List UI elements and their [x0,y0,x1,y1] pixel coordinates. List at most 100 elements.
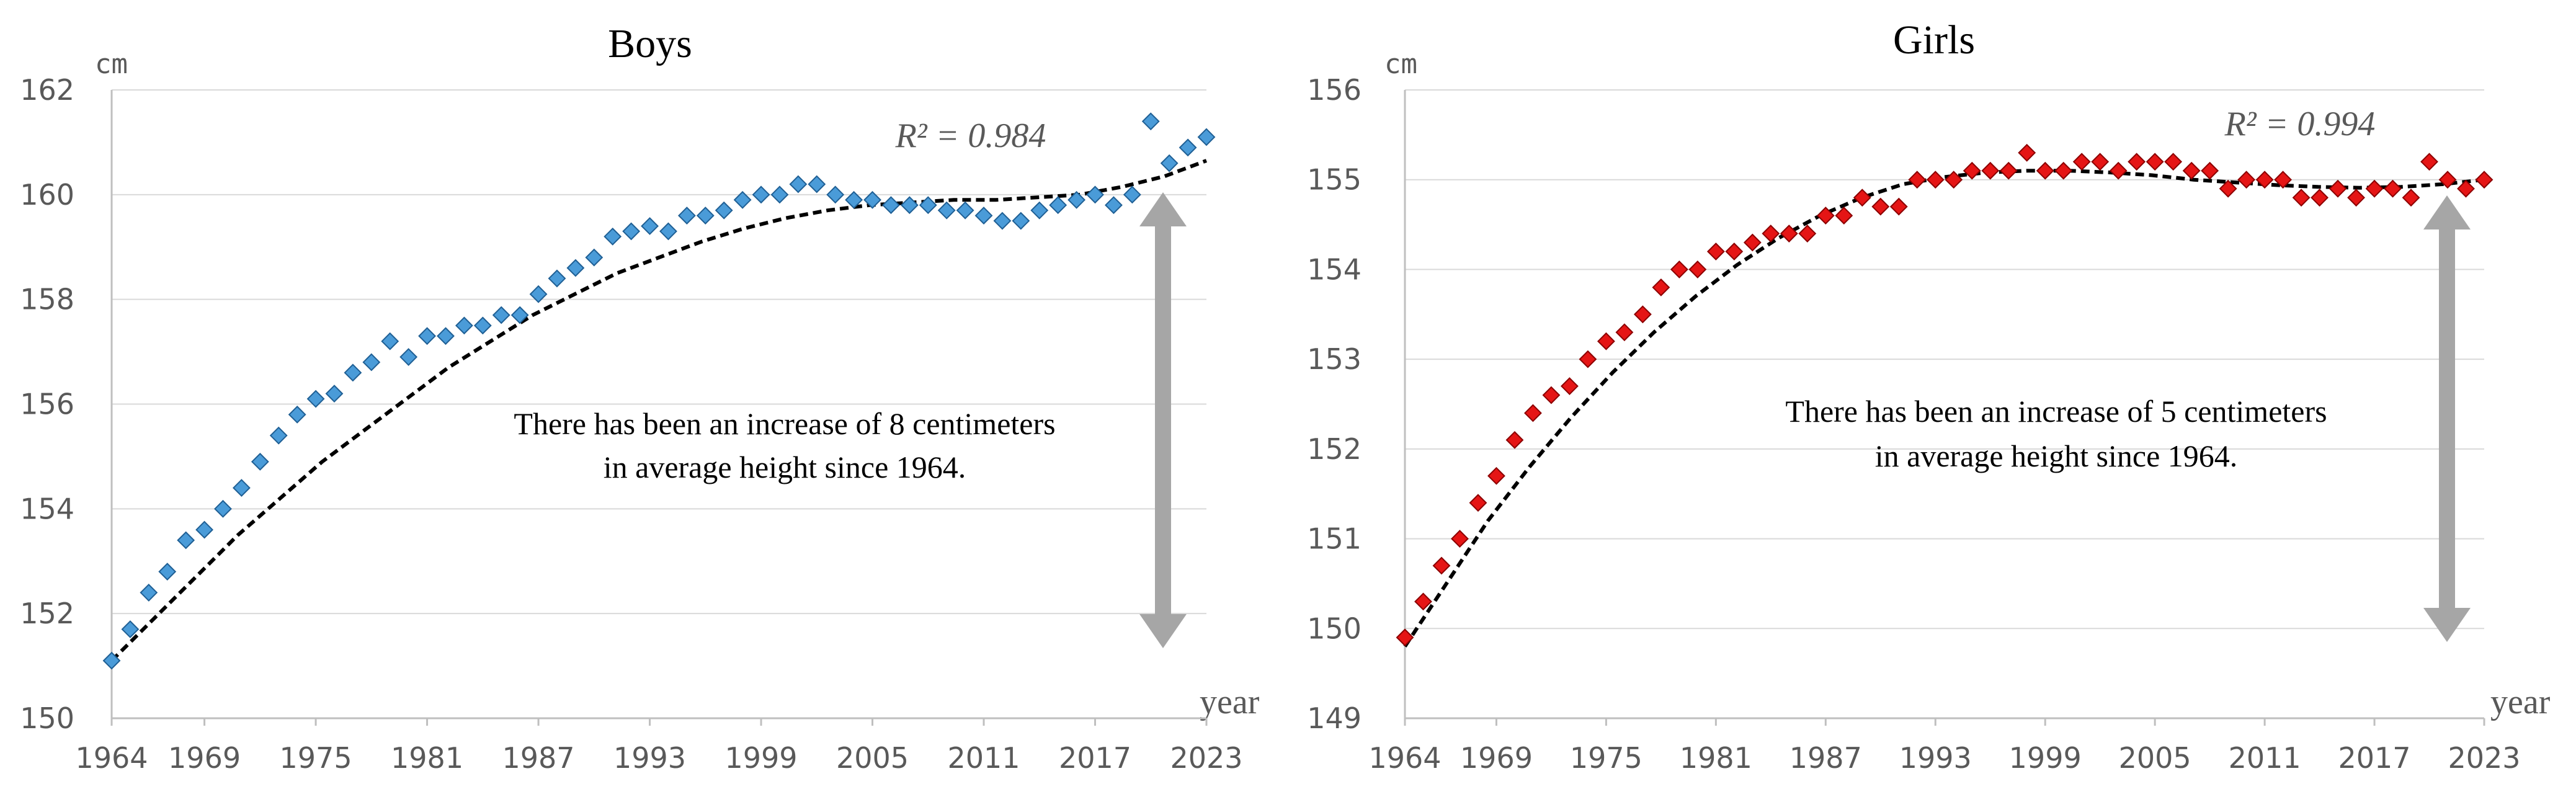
girls-data-point [2384,179,2402,198]
boys-data-point [269,426,288,445]
girls-data-point [2072,153,2091,171]
girls-chart-title: Girls [1893,17,1975,63]
boys-data-point [102,651,121,670]
girls-x-tick-label: 1993 [1899,741,1972,775]
girls-data-point [1706,243,1725,261]
boys-data-point [195,520,213,539]
girls-data-point [2347,189,2365,207]
girls-x-tick-label: 2023 [2448,741,2520,775]
boys-x-tick-label: 2005 [836,741,909,775]
boys-data-point [585,248,604,267]
boys-x-tick-label: 1981 [391,741,463,775]
boys-x-tick-label: 1969 [168,741,241,775]
boys-data-point [1030,201,1049,220]
boys-y-tick-label: 154 [20,492,74,525]
girls-trend-curve [1403,169,2485,648]
girls-x-tick-labels: 1964 1969 1975 1981 1987 1993 1999 2005 2011 2017… [1368,718,2521,775]
girls-data-point [1963,161,1981,180]
girls-data-point [1908,171,1927,189]
girls-x-tick-label: 2017 [2338,741,2411,775]
boys-y-tick-label: 156 [20,388,74,421]
girls-y-tick-label: 151 [1307,522,1362,556]
boys-data-point [455,316,473,335]
boys-data-point [306,390,325,408]
boys-gridlines [110,89,1206,720]
girls-data-point [1871,197,1890,216]
boys-x-tick-labels: 1964 1969 1975 1981 1987 1993 1999 2005 2011 2017… [75,718,1243,775]
boys-data-point [1197,128,1216,146]
girls-data-point [2091,153,2110,171]
boys-x-tick-label: 2011 [947,741,1020,775]
boys-data-point [919,196,937,215]
girls-data-point [1524,404,1542,422]
girls-data-point [1816,207,1835,225]
girls-arrow-shape [2423,195,2471,642]
girls-data-point [2274,171,2293,189]
girls-data-point [2311,189,2329,207]
girls-data-point [2219,179,2237,198]
boys-data-point [1012,212,1030,230]
boys-x-unit: year [1200,683,1260,721]
boys-data-point [696,207,715,225]
girls-data-point [2329,179,2347,198]
girls-increase-arrow [2423,195,2471,642]
girls-data-point [1981,161,2000,180]
girls-x-tick-label: 1964 [1368,741,1441,775]
boys-data-point [492,306,510,324]
boys-data-point [863,190,881,209]
boys-y-unit: cm [95,48,128,80]
girls-data-points [1396,143,2494,647]
boys-data-point [1141,112,1160,131]
boys-data-point [604,227,622,246]
boys-annotation-line-1: There has been an increase of 8 centimet… [514,406,1055,441]
boys-data-point [251,452,269,471]
boys-y-tick-label: 160 [20,178,74,212]
girls-gridlines [1404,89,2484,720]
boys-data-point [418,327,436,345]
boys-data-point [733,190,752,209]
girls-y-tick-label: 149 [1307,702,1362,735]
girls-y-tick-label: 154 [1307,252,1362,286]
boys-y-tick-label: 150 [20,702,74,735]
boys-x-tick-label: 1975 [280,741,352,775]
boys-data-point [437,327,455,345]
girls-x-unit: year [2490,683,2551,721]
girls-y-tick-label: 153 [1307,342,1362,376]
boys-data-point [715,201,733,220]
girls-data-point [1688,261,1707,278]
boys-data-point [381,332,399,350]
girls-data-point [2457,179,2475,198]
girls-r-squared: R² = 0.994 [2224,105,2376,143]
boys-r-squared: R² = 0.984 [895,117,1046,155]
boys-data-point [1067,190,1086,209]
boys-data-point [344,363,362,382]
girls-data-point [1542,386,1561,404]
girls-data-point [1414,592,1432,611]
boys-x-tick-label: 1964 [75,741,148,775]
girls-data-point [2054,161,2073,180]
girls-data-point [2018,143,2036,162]
boys-increase-arrow [1139,192,1187,648]
boys-data-point [325,385,344,403]
girls-x-tick-label: 2011 [2229,741,2301,775]
boys-x-tick-label: 1999 [724,741,797,775]
girls-data-point [2438,171,2457,189]
girls-data-point [2036,161,2054,180]
boys-x-tick-label: 1987 [502,741,575,775]
girls-data-point [1396,628,1414,647]
boys-data-point [659,222,677,241]
boys-data-point [566,259,585,277]
girls-data-point [1762,225,1780,243]
girls-data-point [2237,171,2256,189]
boys-data-point [1105,196,1123,215]
boys-annotation-line-2: in average height since 1964. [604,450,966,484]
boys-data-point [808,175,826,194]
boys-data-point [993,212,1012,230]
girls-data-point [2182,161,2201,180]
girls-data-point [1889,197,1908,216]
boys-y-tick-label: 152 [20,597,74,630]
girls-x-tick-label: 1975 [1570,741,1642,775]
